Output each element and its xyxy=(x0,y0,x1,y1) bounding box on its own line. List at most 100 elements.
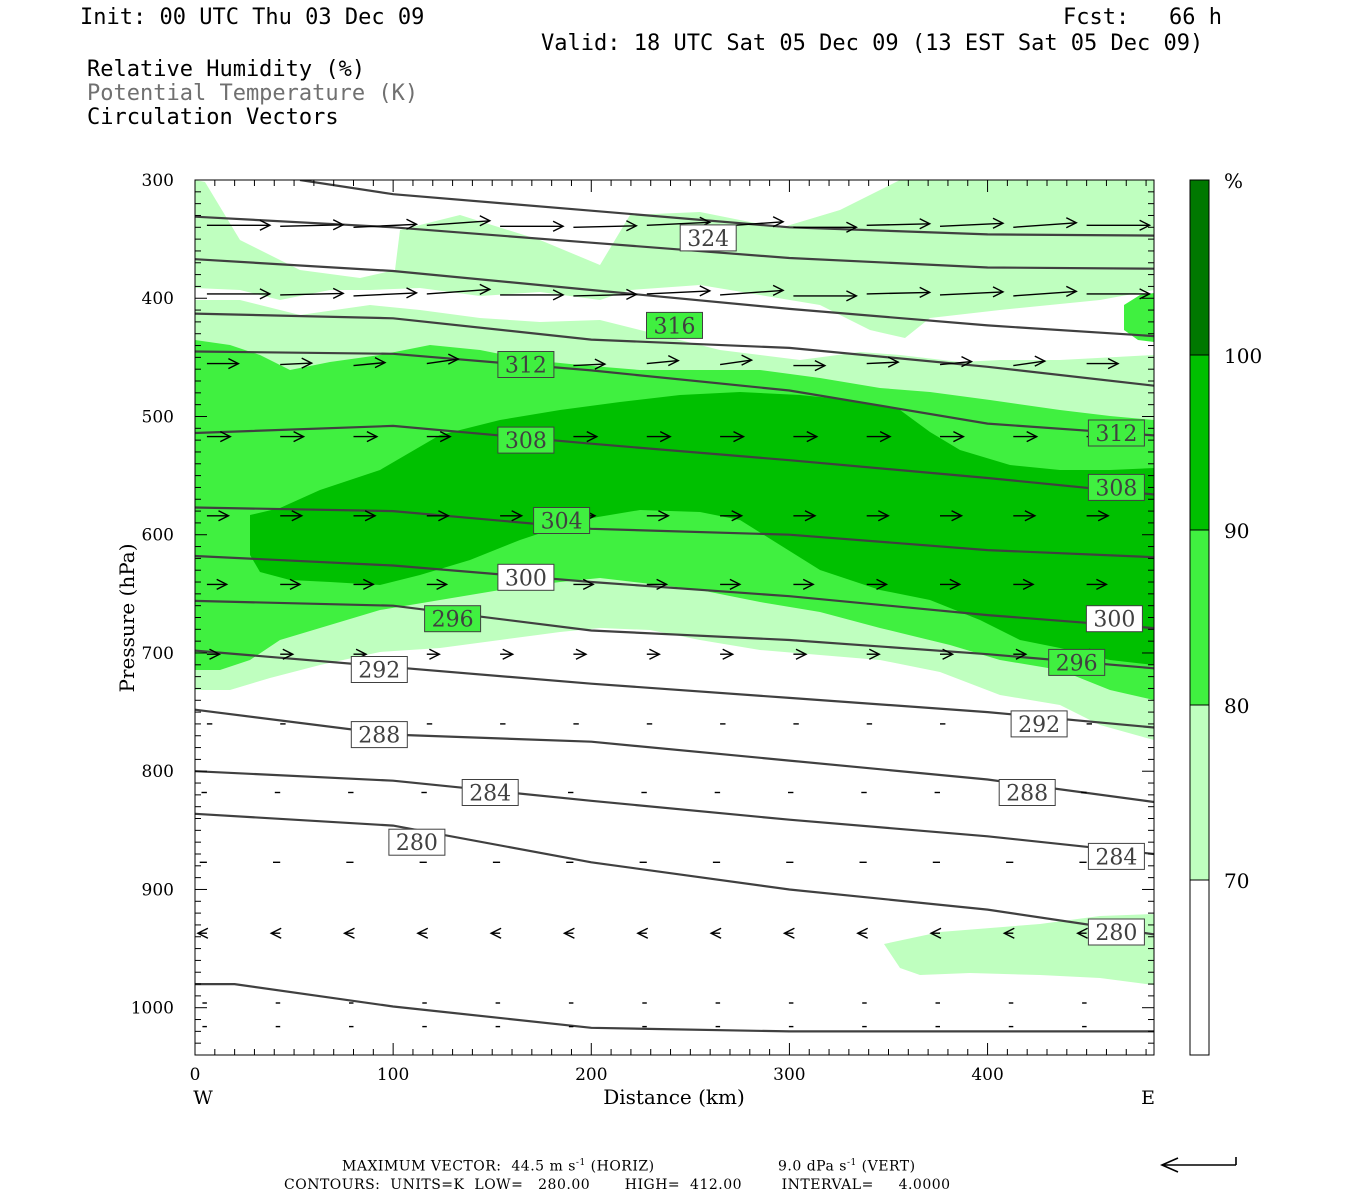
colorbar-level-label: 90 xyxy=(1224,519,1249,543)
circulation-vector xyxy=(573,225,637,228)
theta-label-284: 284 xyxy=(1087,842,1145,870)
theta-label-text: 292 xyxy=(358,659,400,684)
circulation-vector-head xyxy=(438,510,450,522)
circulation-vector-head xyxy=(552,289,565,301)
theta-label-box xyxy=(497,426,555,454)
reference-vector-arrow xyxy=(1160,1157,1237,1173)
circulation-vector-head xyxy=(366,430,379,443)
colorbar-segment xyxy=(1189,179,1210,356)
x-tick-label: 300 xyxy=(773,1065,805,1085)
circulation-vector-head xyxy=(1139,288,1152,300)
theta-label-box xyxy=(998,779,1056,806)
axes-layer: 300 400 500 600 700 800 900 1000 0 100 200 300 400 Di… xyxy=(115,171,1155,1109)
circulation-vector-head xyxy=(949,578,962,591)
circulation-vector-head xyxy=(269,927,282,939)
circulation-vector-head xyxy=(1065,285,1078,298)
circulation-vector xyxy=(866,361,899,365)
circulation-vector-head xyxy=(806,430,819,443)
theta-label-300: 300 xyxy=(497,563,555,591)
theta-label-text: 312 xyxy=(505,354,547,379)
circulation-vector xyxy=(1013,222,1077,228)
circulation-vector-head xyxy=(992,217,1005,229)
circulation-vector xyxy=(1013,290,1077,297)
circulation-vector xyxy=(573,293,637,297)
circulation-vector-head xyxy=(626,288,638,301)
circulation-vector-head xyxy=(919,218,932,230)
field-label-rh: Relative Humidity (%) xyxy=(87,57,366,82)
circulation-vector-head xyxy=(953,430,965,443)
theta-label-text: 288 xyxy=(1006,782,1048,807)
circulation-vector-head xyxy=(1034,355,1047,367)
circulation-vector-head xyxy=(228,357,240,370)
circulation-vector xyxy=(426,220,490,226)
circulation-vector-head xyxy=(362,578,375,591)
colorbar: 70 80 90 100% xyxy=(1189,169,1262,1056)
theta-label-312: 312 xyxy=(497,351,555,379)
theta-label-text: 296 xyxy=(1056,651,1098,676)
circulation-vector-head xyxy=(802,578,815,591)
circulation-vector xyxy=(939,291,1004,296)
theta-label-284: 284 xyxy=(461,779,519,807)
circulation-vector-head xyxy=(594,358,607,370)
circulation-vector-head xyxy=(667,354,680,367)
rh-region-70-80 xyxy=(195,180,1154,338)
circulation-vector-head xyxy=(436,578,449,591)
theta-label-layer: 280 280 284 284 288 288 292 292 296 296 300 300 304 3… xyxy=(350,224,1145,946)
circulation-vector xyxy=(353,292,417,297)
circulation-vector xyxy=(573,363,605,367)
east-end-label: E xyxy=(1141,1087,1155,1109)
circulation-vector-head xyxy=(656,578,669,591)
circulation-vector-head xyxy=(479,215,492,227)
colorbar-segment xyxy=(1189,879,1210,1056)
contour-info-text: CONTOURS: UNITS=K LOW= 280.00 HIGH= 412.… xyxy=(284,1177,951,1193)
rh-fill-layer xyxy=(195,180,1154,985)
theta-label-box xyxy=(497,351,555,378)
y-tick-label: 800 xyxy=(142,762,174,782)
circulation-vector-head xyxy=(782,927,795,939)
circulation-vector-head xyxy=(439,430,452,443)
x-tick-label: 400 xyxy=(971,1065,1003,1085)
y-tick-label: 500 xyxy=(142,408,174,428)
circulation-vector-head xyxy=(364,510,377,522)
x-axis-label: Distance (km) xyxy=(603,1085,745,1109)
circulation-vector-head xyxy=(919,286,932,299)
theta-label-312: 312 xyxy=(1087,419,1145,447)
theta-contour-328 xyxy=(299,180,1154,237)
theta-label-text: 304 xyxy=(541,510,583,535)
circulation-vector xyxy=(426,288,490,295)
circulation-vector xyxy=(939,222,1004,227)
circulation-vector-head xyxy=(301,357,314,369)
init-time: Init: 00 UTC Thu 03 Dec 09 xyxy=(80,5,425,30)
y-axis-label: Pressure (hPa) xyxy=(115,544,139,693)
theta-contour-312 xyxy=(195,350,1154,437)
west-end-label: W xyxy=(193,1087,213,1109)
circulation-vector-head xyxy=(876,578,889,591)
circulation-vector-head xyxy=(929,927,942,939)
theta-label-292: 292 xyxy=(1010,710,1068,738)
circulation-vector xyxy=(353,223,417,228)
circulation-vector-head xyxy=(416,927,429,939)
circulation-vector-head xyxy=(951,510,964,522)
colorbar-unit-label: % xyxy=(1224,169,1243,193)
circulation-vector-head xyxy=(1065,217,1078,229)
field-label-vectors: Circulation Vectors xyxy=(87,105,339,130)
field-label-theta: Potential Temperature (K) xyxy=(87,81,419,106)
circulation-vector xyxy=(280,224,344,227)
circulation-vector-head xyxy=(733,430,746,443)
theta-label-text: 312 xyxy=(1095,422,1137,447)
x-tick-label: 0 xyxy=(190,1065,201,1085)
theta-label-292: 292 xyxy=(350,656,408,684)
circulation-vector xyxy=(646,290,710,295)
circulation-vector-head xyxy=(1096,578,1108,591)
theta-label-300: 300 xyxy=(1085,605,1143,633)
circulation-vector-head xyxy=(699,285,712,297)
y-tick-label: 400 xyxy=(142,289,174,309)
y-tick-label: 900 xyxy=(142,881,174,901)
circulation-vector-head xyxy=(658,510,670,522)
theta-label-text: 280 xyxy=(1095,921,1137,946)
theta-contour-304 xyxy=(195,506,1154,559)
circulation-vector-head xyxy=(289,578,302,591)
circulation-vector xyxy=(280,292,344,296)
theta-label-box xyxy=(1010,710,1068,738)
theta-label-text: 288 xyxy=(358,724,400,749)
